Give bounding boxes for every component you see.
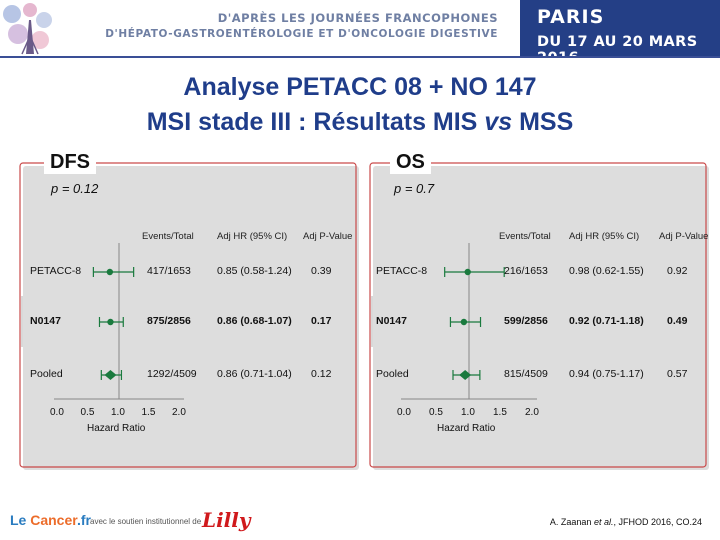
header-city: PARIS (537, 6, 605, 28)
p-value-label: p = 0.7 (394, 181, 435, 196)
hr-point-marker (107, 318, 114, 326)
reference-prefix: A. Zaanan (549, 517, 594, 527)
x-tick-label: 1.5 (493, 407, 507, 418)
row-hr-ci: 0.86 (0.71-1.04) (217, 368, 292, 380)
row-label: Pooled (30, 368, 63, 380)
os-panel: Events/Total Adj HR (95% CI) Adj P-Value OS… (364, 151, 712, 471)
row-events: 417/1653 (147, 265, 191, 277)
slide-title-line-1: Analyse PETACC 08 + NO 147 (183, 73, 537, 101)
row-p-value: 0.12 (311, 368, 332, 380)
p-value-label: p = 0.12 (51, 181, 99, 196)
row-hr-ci: 0.86 (0.68-1.07) (217, 315, 292, 327)
slide-title-line-2: MSI stade III : Résultats MIS vs MSS (0, 108, 720, 137)
panel-title: DFS (44, 151, 96, 174)
hr-diamond-marker (459, 370, 472, 380)
row-p-value: 0.92 (667, 265, 688, 277)
hr-header: Adj HR (95% CI) (217, 231, 288, 242)
row-label: N0147 (376, 315, 407, 327)
row-hr-ci: 0.85 (0.58-1.24) (217, 265, 292, 277)
x-tick-label: 1.0 (111, 407, 125, 418)
panel-shadow (373, 166, 709, 470)
p-header: Adj P-Value (303, 231, 353, 242)
x-tick-label: 2.0 (172, 407, 186, 418)
title-suffix: MSS (512, 108, 574, 136)
row-events: 815/4509 (504, 368, 548, 380)
hr-point-marker (460, 318, 468, 326)
forest-plot-svg (19, 162, 359, 470)
lecancer-logo: Le Cancer.fr (10, 512, 91, 528)
row-label: N0147 (30, 315, 61, 327)
events-header: Events/Total (499, 231, 551, 242)
row-events: 1292/4509 (147, 368, 197, 380)
support-text: avec le soutien institutionnel de (90, 517, 202, 526)
x-tick-label: 2.0 (525, 407, 539, 418)
hr-point-marker (106, 268, 114, 276)
x-tick-label: 1.0 (461, 407, 475, 418)
dfs-panel: Events/Total Adj HR (95% CI) Adj P-Value DF… (14, 151, 362, 471)
reference-suffix: , JFHOD 2016, CO.24 (613, 517, 702, 527)
p-header: Adj P-Value (659, 231, 709, 242)
row-events: 599/2856 (504, 315, 548, 327)
x-tick-label: 0.0 (397, 407, 411, 418)
logo-text-2: Cancer (30, 512, 77, 528)
panel-frame (19, 162, 357, 468)
header-dates: DU 17 AU 20 MARS 2016 (537, 34, 698, 66)
title-prefix: MSI stade III : Résultats MIS (146, 108, 485, 136)
lilly-logo: Lilly (202, 508, 251, 532)
events-header: Events/Total (142, 231, 194, 242)
row-p-value: 0.39 (311, 265, 332, 277)
panel-frame (369, 162, 707, 468)
logo-text-1: Le (10, 512, 31, 528)
row-hr-ci: 0.92 (0.71-1.18) (569, 315, 644, 327)
row-p-value: 0.57 (667, 368, 688, 380)
header: D'APRÈS LES JOURNÉES FRANCOPHONES D'HÉPA… (0, 0, 720, 66)
row-events: 216/1653 (504, 265, 548, 277)
conference-line-1: D'APRÈS LES JOURNÉES FRANCOPHONES (217, 11, 498, 25)
reference: A. Zaanan et al., JFHOD 2016, CO.24 (550, 517, 702, 527)
row-p-value: 0.17 (311, 315, 332, 327)
panel-shadow (23, 166, 359, 470)
row-p-value: 0.49 (667, 315, 688, 327)
panel-title: OS (390, 151, 431, 174)
header-divider (0, 56, 720, 58)
forest-plot-svg (369, 162, 709, 470)
x-tick-label: 0.5 (429, 407, 443, 418)
eiffel-tower-logo (0, 0, 60, 56)
row-events: 875/2856 (147, 315, 191, 327)
hr-point-marker (464, 268, 471, 276)
title-vs: vs (484, 108, 513, 136)
hr-header: Adj HR (95% CI) (569, 231, 640, 242)
row-hr-ci: 0.98 (0.62-1.55) (569, 265, 644, 277)
x-tick-label: 1.5 (141, 407, 156, 418)
x-axis-label: Hazard Ratio (87, 423, 146, 434)
row-label: PETACC-8 (376, 265, 428, 277)
x-tick-label: 0.0 (50, 407, 64, 418)
x-tick-label: 0.5 (80, 407, 95, 418)
hr-diamond-marker (104, 370, 117, 380)
row-hr-ci: 0.94 (0.75-1.17) (569, 368, 644, 380)
row-label: PETACC-8 (30, 265, 82, 277)
reference-italic: et al. (593, 517, 614, 527)
header-date-box (520, 0, 720, 56)
row-label: Pooled (376, 368, 409, 380)
logo-text-3: .fr (76, 512, 91, 528)
conference-line-2: D'HÉPATO-GASTROENTÉROLOGIE ET D'ONCOLOGI… (105, 28, 498, 40)
x-axis-label: Hazard Ratio (437, 423, 496, 434)
